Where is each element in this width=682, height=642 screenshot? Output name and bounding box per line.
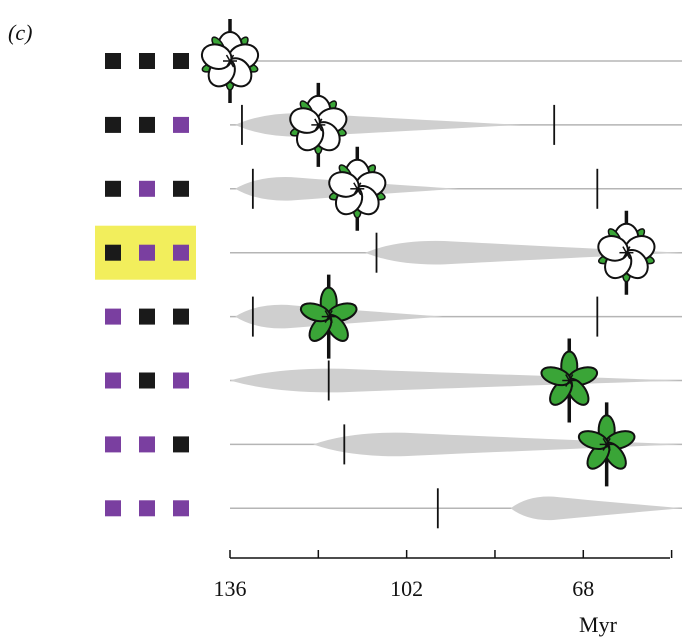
x-tick-label: 102 xyxy=(390,576,423,601)
stamen xyxy=(328,310,333,317)
state-square xyxy=(105,53,121,69)
state-square xyxy=(173,116,189,133)
state-square xyxy=(105,308,121,325)
shade xyxy=(365,240,682,265)
stamen xyxy=(225,60,231,68)
state-square xyxy=(105,116,121,133)
state-square xyxy=(139,116,155,133)
shade xyxy=(230,368,682,393)
stamen xyxy=(625,246,631,254)
stamen xyxy=(317,118,323,126)
stamen xyxy=(625,252,631,260)
state-square xyxy=(139,180,155,197)
panel-label: (c) xyxy=(8,20,32,45)
state-square xyxy=(173,244,189,261)
stamen xyxy=(622,246,628,254)
stamen xyxy=(568,374,574,381)
state-square xyxy=(173,372,189,389)
flower xyxy=(597,210,656,295)
state-square xyxy=(139,500,155,517)
flower xyxy=(328,146,387,231)
stamen xyxy=(356,182,362,190)
state-square xyxy=(173,53,189,69)
x-axis-label: Myr xyxy=(579,612,618,637)
state-square xyxy=(105,244,121,261)
state-square xyxy=(173,180,189,197)
stamen xyxy=(565,380,570,387)
x-tick-label: 136 xyxy=(214,576,247,601)
stamen xyxy=(328,316,333,324)
flower xyxy=(200,19,260,103)
state-square xyxy=(105,500,121,517)
stamen xyxy=(353,188,358,196)
stamen xyxy=(324,316,330,324)
stamen xyxy=(606,444,611,451)
stamen xyxy=(324,310,330,317)
stamen xyxy=(565,374,570,381)
flower xyxy=(577,402,636,487)
state-square xyxy=(139,308,155,325)
stamen xyxy=(229,54,235,62)
stamen xyxy=(602,444,608,451)
stamen xyxy=(314,124,319,132)
flower xyxy=(540,338,599,423)
stamen xyxy=(314,118,319,126)
shade xyxy=(313,432,682,457)
stamen xyxy=(602,437,608,445)
state-square xyxy=(139,436,155,453)
stamen xyxy=(317,124,323,132)
state-square xyxy=(105,180,121,197)
stamen xyxy=(225,54,231,62)
state-square xyxy=(139,372,155,389)
stamen xyxy=(568,380,574,387)
stamen xyxy=(356,188,362,196)
shade xyxy=(510,496,682,521)
stamen xyxy=(622,252,628,260)
state-square xyxy=(105,372,121,389)
state-square xyxy=(173,308,189,325)
state-square xyxy=(173,436,189,453)
flower xyxy=(289,82,348,167)
shade xyxy=(235,113,521,137)
stamen xyxy=(606,437,611,445)
stamen xyxy=(353,182,358,190)
stamen xyxy=(229,60,235,68)
flower xyxy=(299,274,358,359)
state-square xyxy=(139,53,155,69)
state-square xyxy=(173,500,189,517)
state-square xyxy=(105,436,121,453)
x-tick-label: 68 xyxy=(572,576,594,601)
state-square xyxy=(139,244,155,261)
